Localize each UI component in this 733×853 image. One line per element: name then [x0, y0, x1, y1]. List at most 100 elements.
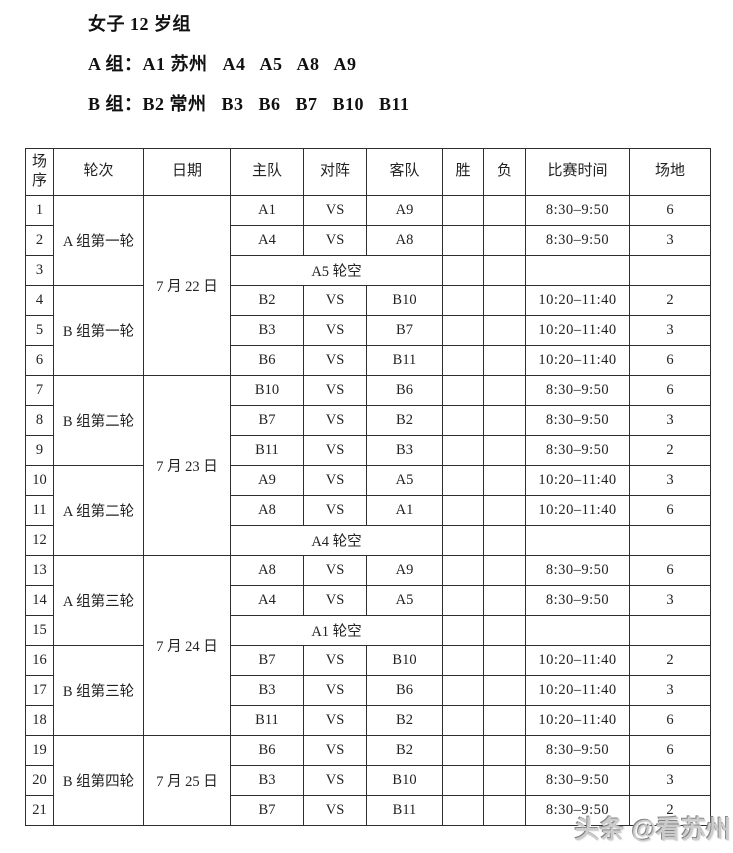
match-number-cell: 7	[25, 375, 54, 406]
court-cell	[629, 255, 711, 286]
home-team-cell: B6	[230, 345, 304, 376]
away-team-cell: A5	[366, 585, 443, 616]
bye-cell: A1 轮空	[230, 615, 443, 646]
loss-cell	[483, 375, 526, 406]
vs-cell: VS	[303, 285, 367, 316]
time-cell: 10:20–11:40	[525, 345, 630, 376]
away-team-cell: A8	[366, 225, 443, 256]
court-cell: 2	[629, 435, 711, 466]
home-team-cell: B3	[230, 315, 304, 346]
time-cell: 8:30–9:50	[525, 735, 630, 766]
col-header-match-no: 场序	[25, 148, 54, 196]
match-number-cell: 19	[25, 735, 54, 766]
watermark: 头条 @看苏州	[574, 816, 731, 844]
court-cell: 3	[629, 585, 711, 616]
table-row: 2 A4 VS A8 8:30–9:50 3	[25, 225, 711, 256]
time-cell: 10:20–11:40	[525, 675, 630, 706]
vs-cell: VS	[303, 585, 367, 616]
away-team-cell: B10	[366, 765, 443, 796]
win-cell	[442, 525, 484, 556]
court-cell: 3	[629, 225, 711, 256]
loss-cell	[483, 285, 526, 316]
col-header-round: 轮次	[53, 148, 144, 196]
table-row: 18 B11 VS B2 10:20–11:40 6	[25, 705, 711, 736]
time-cell: 10:20–11:40	[525, 315, 630, 346]
win-cell	[442, 345, 484, 376]
date-cell: 7 月 24 日	[143, 555, 231, 736]
court-cell: 6	[629, 705, 711, 736]
match-number-cell: 14	[25, 585, 54, 616]
away-team-cell: B3	[366, 435, 443, 466]
court-cell: 6	[629, 495, 711, 526]
col-header-match-time: 比赛时间	[525, 148, 630, 196]
loss-cell	[483, 585, 526, 616]
court-cell: 6	[629, 345, 711, 376]
round-cell: A 组第一轮	[53, 195, 144, 286]
court-cell: 3	[629, 675, 711, 706]
round-cell: B 组第四轮	[53, 735, 144, 826]
vs-cell: VS	[303, 495, 367, 526]
away-team-cell: B7	[366, 315, 443, 346]
away-team-cell: A1	[366, 495, 443, 526]
away-team-cell: A9	[366, 555, 443, 586]
time-cell: 8:30–9:50	[525, 435, 630, 466]
table-row: 16 B 组第三轮 B7 VS B10 10:20–11:40 2	[25, 645, 711, 736]
vs-cell: VS	[303, 405, 367, 436]
match-number-cell: 12	[25, 525, 54, 556]
win-cell	[442, 195, 484, 226]
time-cell: 8:30–9:50	[525, 195, 630, 226]
win-cell	[442, 765, 484, 796]
court-cell: 3	[629, 465, 711, 496]
match-number-cell: 9	[25, 435, 54, 466]
match-number-cell: 10	[25, 465, 54, 496]
time-cell: 10:20–11:40	[525, 495, 630, 526]
match-number-cell: 3	[25, 255, 54, 286]
win-cell	[442, 225, 484, 256]
document-header: 女子 12 岁组 A 组：A1 苏州 A4 A5 A8 A9 B 组：B2 常州…	[88, 14, 410, 134]
loss-cell	[483, 345, 526, 376]
court-cell: 2	[629, 795, 711, 826]
group-a-line: A 组：A1 苏州 A4 A5 A8 A9	[88, 54, 357, 74]
vs-cell: VS	[303, 675, 367, 706]
round-cell: B 组第二轮	[53, 375, 144, 466]
page-title: 女子 12 岁组	[88, 14, 191, 34]
round-cell: B 组第三轮	[53, 645, 144, 736]
match-number-cell: 21	[25, 795, 54, 826]
loss-cell	[483, 675, 526, 706]
vs-cell: VS	[303, 735, 367, 766]
win-cell	[442, 705, 484, 736]
table-row: 3 A5 轮空	[25, 255, 711, 286]
time-cell: 10:20–11:40	[525, 285, 630, 316]
round-cell: B 组第一轮	[53, 285, 144, 376]
time-cell	[525, 525, 630, 556]
time-cell: 8:30–9:50	[525, 585, 630, 616]
match-number-cell: 4	[25, 285, 54, 316]
match-number-cell: 1	[25, 195, 54, 226]
win-cell	[442, 285, 484, 316]
vs-cell: VS	[303, 645, 367, 676]
win-cell	[442, 735, 484, 766]
loss-cell	[483, 435, 526, 466]
home-team-cell: B6	[230, 735, 304, 766]
away-team-cell: B2	[366, 735, 443, 766]
home-team-cell: B3	[230, 675, 304, 706]
time-cell: 8:30–9:50	[525, 795, 630, 826]
away-team-cell: B11	[366, 795, 443, 826]
match-number-cell: 15	[25, 615, 54, 646]
away-team-cell: B10	[366, 285, 443, 316]
loss-cell	[483, 795, 526, 826]
win-cell	[442, 255, 484, 286]
win-cell	[442, 795, 484, 826]
loss-cell	[483, 495, 526, 526]
loss-cell	[483, 225, 526, 256]
group-b-line: B 组：B2 常州 B3 B6 B7 B10 B11	[88, 94, 410, 114]
loss-cell	[483, 555, 526, 586]
court-cell: 6	[629, 555, 711, 586]
time-cell: 10:20–11:40	[525, 645, 630, 676]
vs-cell: VS	[303, 315, 367, 346]
table-row: 19 B 组第四轮 7 月 25 日 B6 VS B2 8:30–9:50 6	[25, 735, 711, 826]
vs-cell: VS	[303, 465, 367, 496]
home-team-cell: B11	[230, 435, 304, 466]
loss-cell	[483, 255, 526, 286]
